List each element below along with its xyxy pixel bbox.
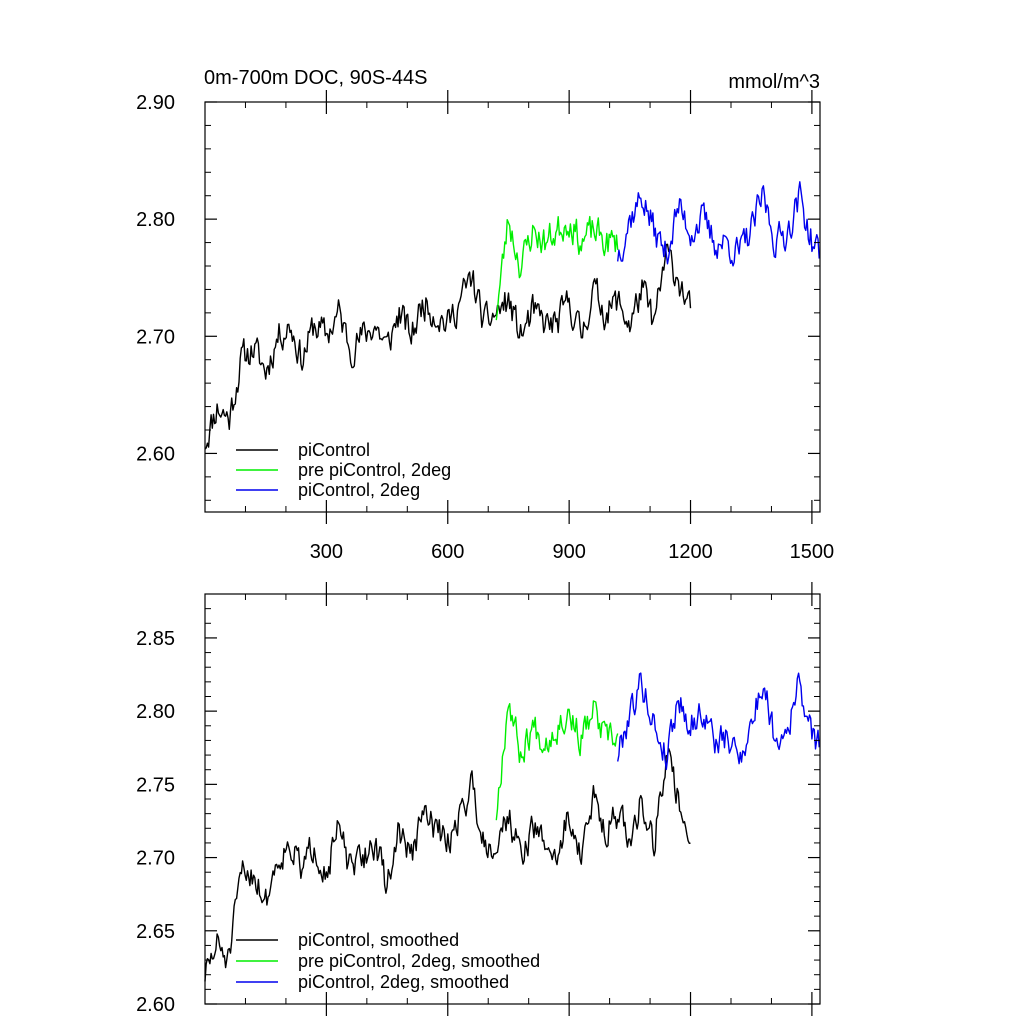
bottom-panel: 2.60 2.65 2.70 2.75 2.80 2.85 piControl, smoo… (136, 582, 821, 1016)
top-ytick-label: 2.90 (136, 92, 175, 114)
bottom-ytick-label: 2.75 (136, 774, 175, 796)
bottom-legend-label-2: pre piControl, 2deg, smoothed (298, 951, 540, 971)
top-ytick-label: 2.60 (136, 443, 175, 465)
top-panel: 0m-700m DOC, 90S-44S mmol/m^3 2.602.702.… (136, 67, 834, 563)
bottom-plot-frame (204, 593, 821, 1005)
bottom-ytick-label: 2.60 (136, 994, 175, 1016)
bottom-ytick-label: 2.80 (136, 701, 175, 723)
top-xtick-label: 1500 (790, 541, 835, 563)
top-xtick-label: 300 (310, 541, 343, 563)
top-xtick-label: 1200 (668, 541, 713, 563)
bottom-series-line-1 (204, 747, 691, 982)
top-xtick-label: 900 (552, 541, 585, 563)
bottom-series-layer (204, 672, 820, 982)
top-series-line-1 (204, 243, 692, 450)
top-ytick-label: 2.70 (136, 326, 175, 348)
top-legend-label-1: piControl (298, 440, 370, 460)
bottom-ytick-label: 2.65 (136, 921, 175, 943)
top-tick-layer: 2.60 2.70 2.80 2.90 300 600 900 1200 1500 (136, 90, 834, 563)
bottom-legend-label-3: piControl, 2deg, smoothed (298, 972, 509, 992)
top-legend-label-2: pre piControl, 2deg (298, 460, 451, 480)
top-series-line-2 (495, 215, 619, 321)
top-series-line-3 (617, 181, 820, 267)
top-series-layer (204, 181, 820, 450)
bottom-ytick-label: 2.70 (136, 848, 175, 870)
top-xtick-label: 600 (431, 541, 464, 563)
top-chart-units: mmol/m^3 (728, 71, 820, 93)
top-legend-label-3: piControl, 2deg (298, 480, 420, 500)
bottom-tick-layer: 2.60 2.65 2.70 2.75 2.80 2.85 (136, 582, 820, 1016)
top-ytick-label: 2.80 (136, 209, 175, 231)
bottom-series-line-3 (617, 672, 820, 771)
bottom-series-line-2 (495, 700, 619, 821)
bottom-ytick-label: 2.85 (136, 628, 175, 650)
top-plot-frame (204, 101, 821, 513)
bottom-legend-label-1: piControl, smoothed (298, 930, 459, 950)
top-chart-title: 0m-700m DOC, 90S-44S (204, 67, 427, 89)
